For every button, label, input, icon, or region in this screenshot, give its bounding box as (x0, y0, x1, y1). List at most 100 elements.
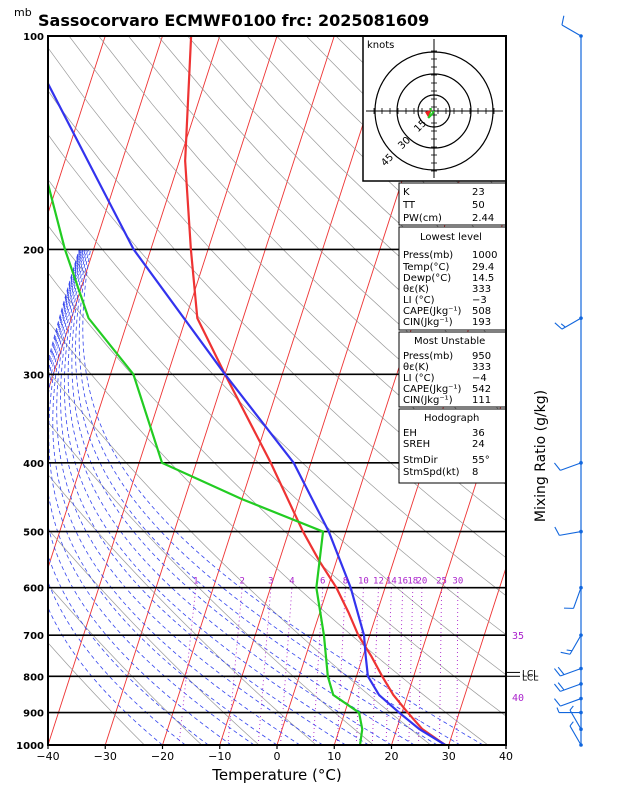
pressure-tick-label: 200 (23, 245, 44, 256)
wind-barb-half (569, 721, 574, 727)
dry-adiabat (48, 528, 260, 745)
pw-value: 2.44 (472, 213, 494, 224)
lcl-label: LCL (522, 673, 538, 683)
mixing-ratio-label: 1 (193, 577, 198, 587)
eh-label: EH (403, 428, 417, 439)
wind-barb-half (569, 705, 574, 711)
dry-adiabat (48, 474, 317, 745)
x-tick-label: −10 (208, 750, 231, 763)
mixing-ratio-label: 14 (386, 577, 397, 587)
hodo-header: Hodograph (424, 413, 479, 424)
sreh-value: 24 (472, 439, 485, 450)
unstable-cape-label: CAPE(Jkg⁻¹) (403, 384, 461, 395)
mixing-ratio-label: 30 (452, 577, 463, 587)
lowest-cin-label: CIN(Jkg⁻¹) (403, 317, 453, 328)
dry-adiabat (48, 178, 506, 636)
lowest-li-value: −3 (472, 295, 487, 306)
wind-barb (561, 24, 582, 37)
x-tick-label: −30 (94, 750, 117, 763)
moist-adiabat (48, 249, 186, 745)
wind-barb (560, 698, 582, 707)
stmdir-value: 55° (472, 455, 490, 466)
isotherm-line (448, 566, 506, 745)
isotherm-line (48, 36, 278, 745)
unstable-li-label: LI (°C) (403, 373, 435, 384)
isotherm-line (48, 36, 163, 392)
mixing-ratio-line (418, 587, 423, 745)
moist-adiabat (52, 249, 301, 745)
pressure-tick-label: 700 (23, 631, 44, 642)
dry-adiabat (48, 421, 374, 745)
x-tick-label: 40 (499, 750, 513, 763)
dry-adiabat (48, 90, 506, 559)
wind-barb-flag (560, 651, 571, 655)
mixing-ratio-line (178, 587, 197, 745)
pressure-tick-label: 600 (23, 584, 44, 595)
theta-e-label: 40 (512, 693, 524, 704)
dry-adiabat (98, 36, 506, 450)
unstable-header: Most Unstable (414, 336, 485, 347)
eh-value: 36 (472, 428, 485, 439)
wind-barb (569, 709, 582, 730)
lowest-thetae-label: θε(K) (403, 284, 429, 295)
dry-adiabat (68, 36, 506, 486)
k-value: 23 (472, 187, 485, 198)
lowest-cin-value: 193 (472, 317, 491, 328)
moist-adiabat (67, 249, 392, 745)
mixing-ratio-label: 12 (373, 577, 384, 587)
wind-barb-flag (554, 322, 563, 330)
mixing-ratio-line (227, 587, 243, 745)
wind-barb-flag (554, 526, 560, 536)
wind-barb (560, 462, 582, 471)
unstable-press-label: Press(mb) (403, 351, 453, 362)
pressure-tick-label: 400 (23, 459, 44, 470)
wind-barb-flag (553, 698, 561, 707)
wind-barb (569, 634, 582, 655)
pw-label: PW(cm) (403, 213, 442, 224)
pressure-unit: mb (14, 6, 32, 19)
stmdir-label: StmDir (403, 455, 438, 466)
chart-title: Sassocorvaro ECMWF0100 frc: 2025081609 (38, 11, 429, 30)
unstable-cin-value: 111 (472, 395, 491, 406)
stmspd-label: StmSpd(kt) (403, 467, 460, 478)
lowest-dewp-label: Dewp(°C) (403, 273, 451, 284)
isotherm-line (48, 36, 106, 215)
moist-adiabat (48, 249, 163, 745)
mixing-ratio-label: 2 (239, 577, 244, 587)
wind-barb-flag (557, 682, 565, 691)
dry-adiabat (48, 642, 145, 745)
stmspd-value: 8 (472, 467, 478, 478)
wind-barb-flag (561, 15, 565, 26)
wind-barb-flag (557, 666, 565, 675)
mixing-ratio-line (336, 587, 346, 745)
lowest-header: Lowest level (420, 232, 482, 243)
mixing-ratio-label: 3 (268, 577, 273, 587)
mixing-ratio-label: 8 (343, 577, 348, 587)
y-axis-label: Mixing Ratio (g/kg) (533, 390, 549, 522)
temperature-profile (184, 36, 446, 745)
wind-barb-half (566, 649, 573, 652)
lowest-cape-label: CAPE(Jkg⁻¹) (403, 306, 461, 317)
mixing-ratio-label: 4 (289, 577, 294, 587)
pressure-tick-label: 300 (23, 370, 44, 381)
wind-barb-flag (553, 668, 561, 677)
mixing-ratio-label: 20 (417, 577, 428, 587)
theta-e-label: 35 (512, 631, 524, 642)
mixing-ratio-label: 25 (436, 577, 447, 587)
sreh-label: SREH (403, 439, 430, 450)
dry-adiabat (48, 370, 431, 745)
pressure-tick-label: 500 (23, 528, 44, 539)
wind-barb (559, 531, 582, 536)
unstable-cape-value: 542 (472, 384, 491, 395)
pressure-tick-label: 800 (23, 672, 44, 683)
moist-adiabat (56, 249, 324, 745)
mixing-ratio-label: 6 (320, 577, 325, 587)
dry-adiabat (48, 133, 506, 597)
wind-barb (569, 725, 582, 746)
wind-barb-flag (553, 462, 561, 471)
lowest-press-value: 1000 (472, 250, 497, 261)
dewpoint-profile (48, 179, 364, 745)
wind-barb (572, 587, 582, 609)
lcl-label: LCL (522, 669, 538, 679)
unstable-press-value: 950 (472, 351, 491, 362)
